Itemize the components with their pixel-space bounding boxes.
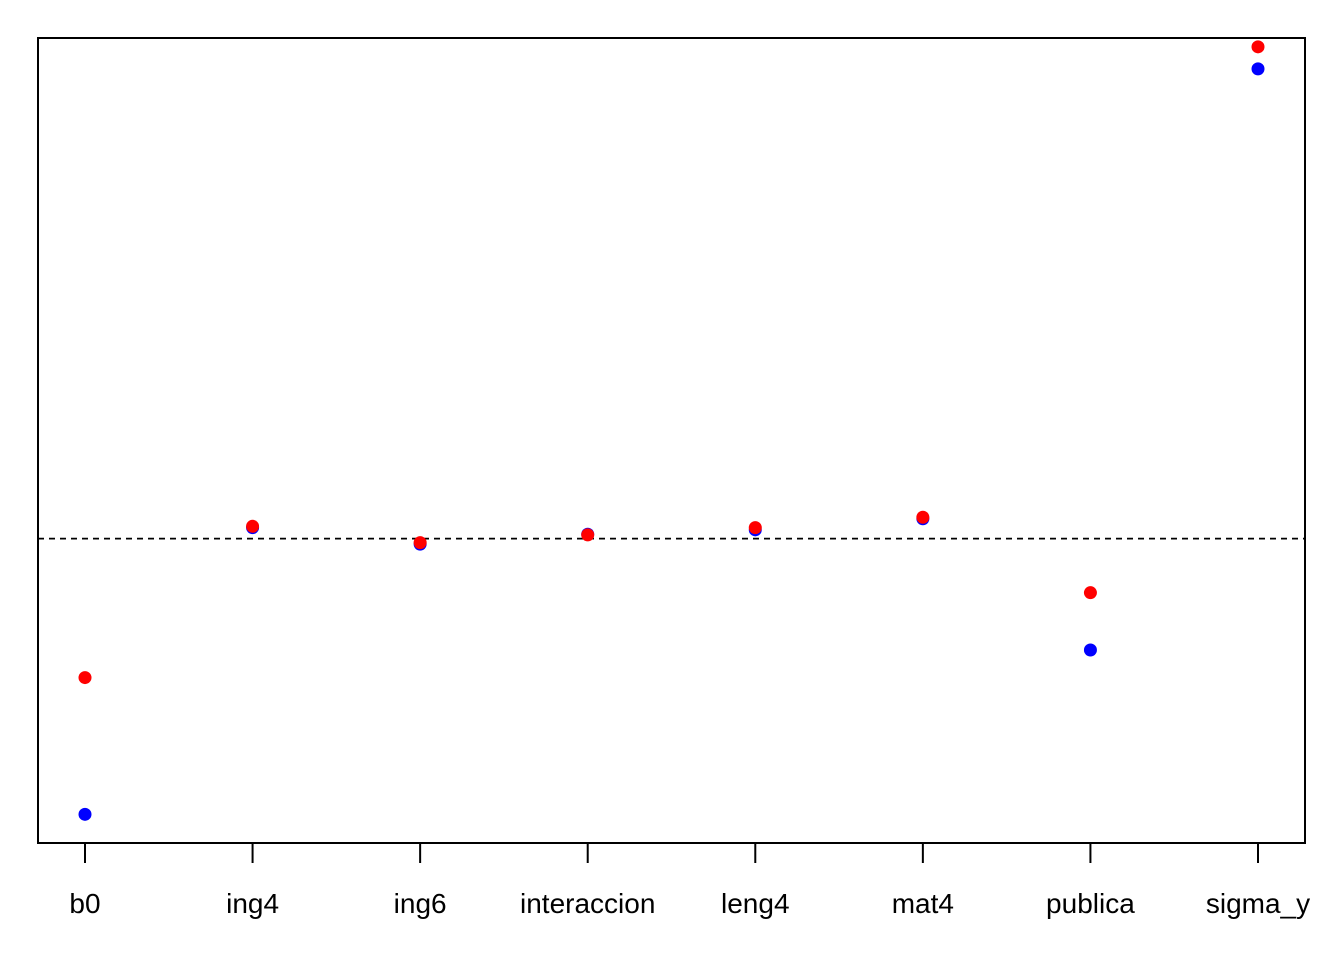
x-tick-label: publica — [1046, 888, 1135, 919]
plot-frame — [37, 37, 1306, 844]
x-tick-label: mat4 — [892, 888, 954, 919]
red-point — [916, 510, 930, 524]
x-tick-label: b0 — [69, 888, 100, 919]
red-point — [413, 536, 427, 550]
red-point — [581, 528, 595, 542]
red-point — [1251, 40, 1265, 54]
x-tick-label: interaccion — [520, 888, 655, 919]
blue-point — [78, 807, 92, 821]
red-point — [246, 519, 260, 533]
x-tick-label: ing6 — [394, 888, 447, 919]
x-tick-label: leng4 — [721, 888, 790, 919]
red-point — [748, 521, 762, 535]
x-tick-label: sigma_y — [1206, 888, 1310, 919]
x-axis: b0 ing4 ing6 interaccion leng4 mat4 publica sig… — [69, 842, 1310, 919]
blue-point — [1251, 62, 1265, 76]
data-points — [78, 40, 1265, 821]
blue-point — [1083, 643, 1097, 657]
x-tick-label: ing4 — [226, 888, 279, 919]
red-point — [1083, 586, 1097, 600]
red-point — [78, 671, 92, 685]
